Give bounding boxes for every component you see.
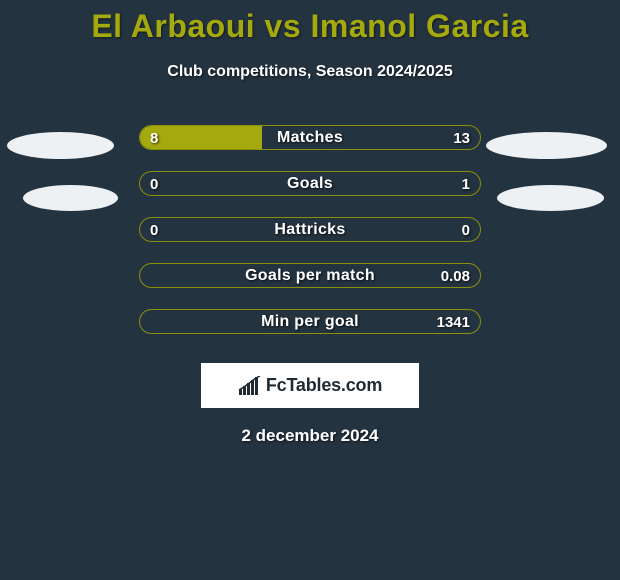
page-title: El Arbaoui vs Imanol Garcia <box>0 8 620 45</box>
stat-bar: 8 13 Matches <box>139 125 481 150</box>
stat-label: Hattricks <box>140 218 480 241</box>
stat-label: Goals <box>140 172 480 195</box>
stat-label: Matches <box>140 126 480 149</box>
stat-row: 8 13 Matches <box>0 125 620 171</box>
stat-label: Min per goal <box>140 310 480 333</box>
comparison-infographic: El Arbaoui vs Imanol Garcia Club competi… <box>0 8 620 580</box>
stat-label: Goals per match <box>140 264 480 287</box>
stat-row: 0 0 Hattricks <box>0 217 620 263</box>
brand-box: FcTables.com <box>201 363 419 408</box>
stat-row: 1341 Min per goal <box>0 309 620 355</box>
stat-bar: 0 1 Goals <box>139 171 481 196</box>
stat-bar: 0.08 Goals per match <box>139 263 481 288</box>
date-text: 2 december 2024 <box>0 426 620 446</box>
stat-bar: 1341 Min per goal <box>139 309 481 334</box>
brand-text: FcTables.com <box>266 375 382 396</box>
subtitle: Club competitions, Season 2024/2025 <box>0 63 620 81</box>
stat-bar: 0 0 Hattricks <box>139 217 481 242</box>
stat-rows: 8 13 Matches 0 1 Goals 0 0 Hattricks <box>0 125 620 355</box>
brand-bars-icon <box>238 376 262 396</box>
stat-row: 0 1 Goals <box>0 171 620 217</box>
stat-row: 0.08 Goals per match <box>0 263 620 309</box>
